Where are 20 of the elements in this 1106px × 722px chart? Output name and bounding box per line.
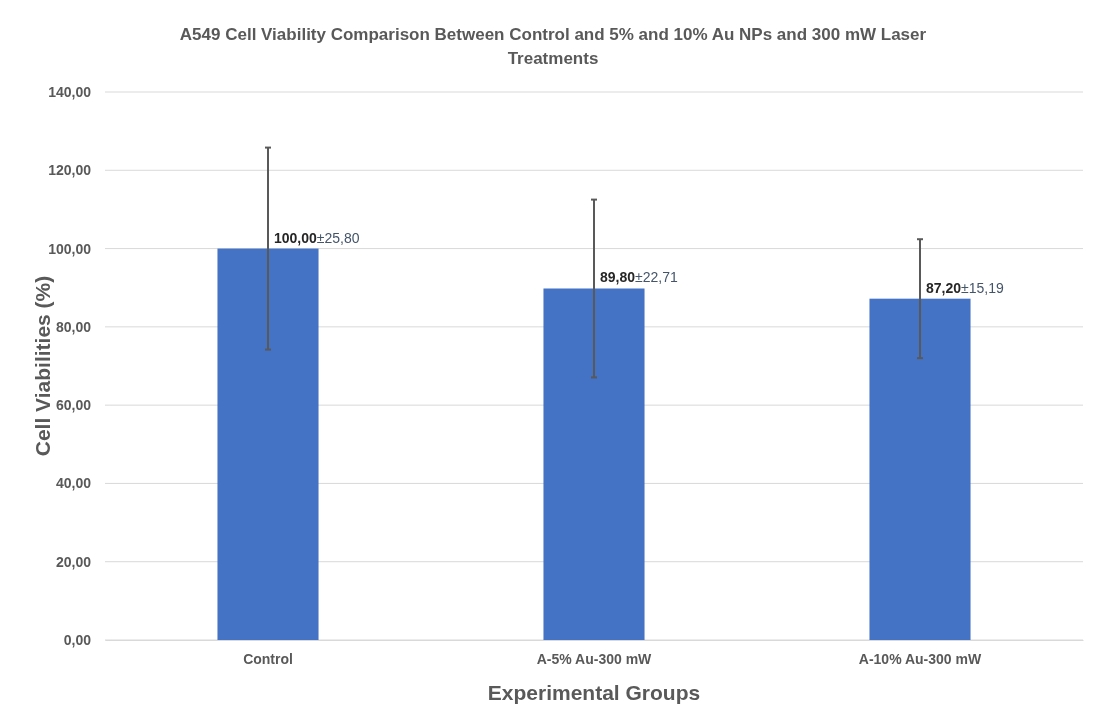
data-label: 87,20±15,19 xyxy=(926,279,1004,296)
x-tick-label: Control xyxy=(243,650,293,667)
y-tick-label: 20,00 xyxy=(55,553,92,570)
y-tick-label: 60,00 xyxy=(55,397,92,414)
y-tick-label: 140,00 xyxy=(48,83,92,100)
x-tick-label: A-10% Au-300 mW xyxy=(858,650,982,667)
chart-title: A549 Cell Viability Comparison Between Control and 5% and 10% Au NPs and 300 mW Laser Treatments xyxy=(179,25,927,68)
bar xyxy=(543,288,645,640)
data-label: 89,80±22,71 xyxy=(600,269,678,286)
y-tick-label: 100,00 xyxy=(48,240,92,257)
x-tick-label: A-5% Au-300 mW xyxy=(536,650,653,667)
x-axis-title: Experimental Groups xyxy=(487,681,701,704)
bar xyxy=(217,248,319,640)
bar xyxy=(869,298,971,640)
data-label: 100,00±25,80 xyxy=(274,229,360,246)
y-axis-title: Cell Viabilities (%) xyxy=(31,275,54,457)
y-tick-label: 40,00 xyxy=(55,475,92,492)
y-tick-label: 80,00 xyxy=(55,318,92,335)
y-tick-label: 0,00 xyxy=(63,631,92,648)
y-tick-label: 120,00 xyxy=(48,162,92,179)
